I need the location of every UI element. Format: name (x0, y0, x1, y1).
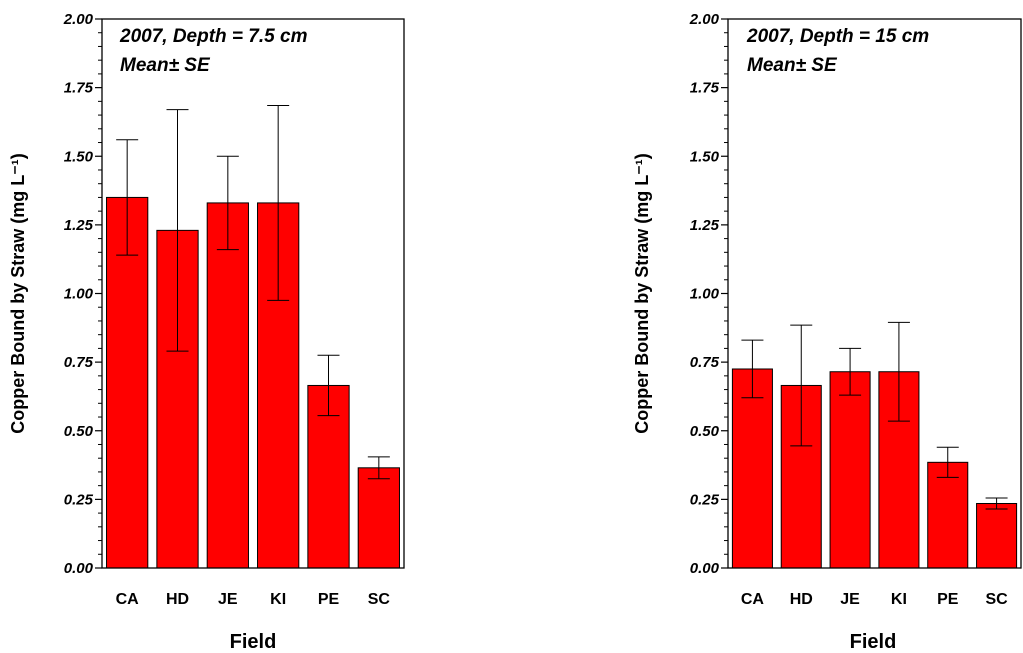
chart-panel-depth-7-5: CA HD JE KI PE SC 0.00 0.25 0.50 0.75 1.00 1.25 1.50… (8, 11, 405, 653)
y-tick-label: 1.25 (690, 217, 720, 234)
x-tick-label: PE (318, 591, 340, 608)
x-tick-label: KI (270, 591, 286, 608)
x-tick-label: CA (116, 591, 140, 608)
chart-annotation-title: 2007, Depth = 15 cm (746, 26, 929, 47)
y-tick-label: 0.75 (690, 354, 720, 371)
x-tick-label: SC (368, 591, 391, 608)
x-tick-label: SC (985, 591, 1008, 608)
chart-panel-depth-15: CA HD JE KI PE SC 0.00 0.25 0.50 0.75 1.00 1.25 1.50… (632, 11, 1022, 653)
x-tick-label: KI (891, 591, 907, 608)
y-tick-label: 1.75 (690, 80, 720, 97)
y-tick-label: 0.00 (64, 560, 94, 577)
bar-je (206, 202, 249, 569)
bar-ca (106, 196, 149, 569)
chart-annotation-stat: Mean± SE (747, 55, 838, 76)
x-tick-label: HD (790, 591, 813, 608)
x-tick-label: JE (218, 591, 238, 608)
y-axis-title: Copper Bound by Straw (mg L⁻¹) (8, 153, 28, 434)
y-tick-label: 0.25 (64, 491, 94, 508)
y-tick-label: 0.25 (690, 491, 720, 508)
x-tick-label: JE (840, 591, 860, 608)
y-tick-label: 1.25 (64, 217, 94, 234)
bar-je (829, 371, 871, 569)
y-tick-label: 0.50 (64, 423, 94, 440)
x-tick-label: HD (166, 591, 189, 608)
x-axis-title: Field (230, 631, 277, 653)
y-tick-label: 2.00 (63, 11, 94, 28)
bar-ca (731, 368, 773, 569)
y-tick-label: 1.50 (690, 148, 720, 165)
y-tick-label: 1.00 (64, 286, 94, 303)
y-axis-title: Copper Bound by Straw (mg L⁻¹) (632, 153, 652, 434)
y-tick-label: 1.75 (64, 80, 94, 97)
bar-sc (357, 467, 400, 569)
y-tick-label: 1.50 (64, 148, 94, 165)
y-tick-label: 2.00 (689, 11, 720, 28)
x-axis-title: Field (850, 631, 897, 653)
y-tick-label: 1.00 (690, 286, 720, 303)
x-tick-label: CA (741, 591, 765, 608)
y-tick-label: 0.50 (690, 423, 720, 440)
y-tick-label: 0.75 (64, 354, 94, 371)
bar-pe (927, 461, 969, 569)
x-tick-label: PE (937, 591, 959, 608)
y-tick-label: 0.00 (690, 560, 720, 577)
bar-sc (976, 502, 1018, 569)
chart-annotation-title: 2007, Depth = 7.5 cm (119, 26, 308, 47)
chart-annotation-stat: Mean± SE (120, 55, 211, 76)
